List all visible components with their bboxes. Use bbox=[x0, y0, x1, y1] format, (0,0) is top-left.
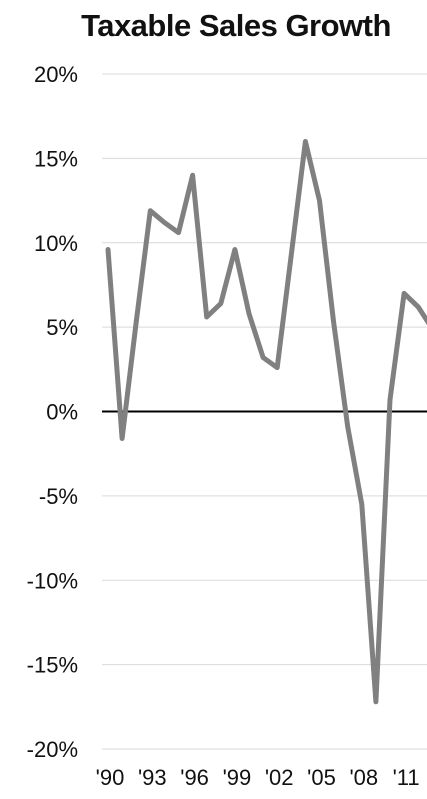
y-tick-label: -10% bbox=[27, 568, 78, 593]
x-tick-label: '02 bbox=[265, 765, 294, 790]
x-tick-label: '99 bbox=[223, 765, 252, 790]
series-line bbox=[105, 139, 427, 705]
series-group bbox=[105, 139, 427, 705]
y-tick-label: -20% bbox=[27, 737, 78, 762]
y-tick-label: 15% bbox=[34, 146, 78, 171]
x-tick-label: '11 bbox=[393, 765, 420, 790]
x-axis-ticks: '90 '93 '96 '99 '02 '05 '08 '11 bbox=[96, 765, 420, 790]
chart-title: Taxable Sales Growth bbox=[81, 8, 391, 43]
y-tick-label: -5% bbox=[39, 484, 78, 509]
y-axis-ticks: 20% 15% 10% 5% 0% -5% -10% -15% -20% bbox=[27, 62, 78, 762]
y-tick-label: 0% bbox=[46, 400, 78, 425]
y-tick-label: 20% bbox=[34, 62, 78, 87]
x-tick-label: '93 bbox=[138, 765, 167, 790]
x-tick-label: '05 bbox=[307, 765, 336, 790]
y-tick-label: 5% bbox=[46, 315, 78, 340]
y-tick-label: 10% bbox=[34, 231, 78, 256]
x-tick-label: '90 bbox=[96, 765, 125, 790]
x-tick-label: '08 bbox=[349, 765, 378, 790]
y-tick-label: -15% bbox=[27, 653, 78, 678]
x-tick-label: '96 bbox=[180, 765, 209, 790]
